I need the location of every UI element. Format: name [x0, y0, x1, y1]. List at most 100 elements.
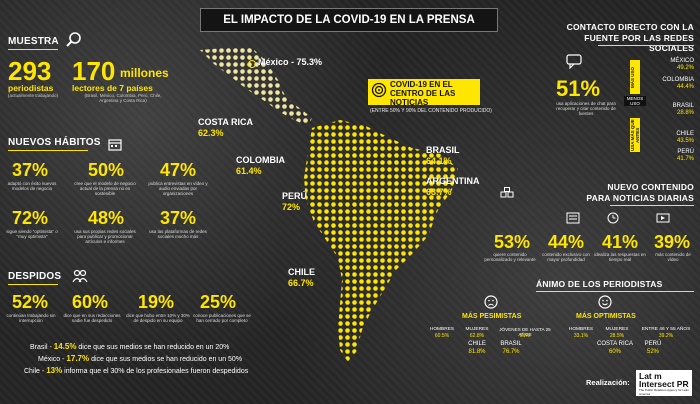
despido-text: conoce publicaciones que se han cerrado … — [193, 313, 251, 323]
animo-o-name: ENTRE 46 Y 55 AÑOS — [641, 327, 691, 332]
map-value-costa-rica: 62.3% — [198, 128, 224, 138]
habito-value: 47% — [160, 160, 197, 180]
animo-o-value: 33.1% — [573, 333, 589, 339]
habito-value: 48% — [88, 208, 125, 228]
mexico-text: México - 75.3% — [258, 57, 323, 67]
line-text: dice que sus medios se han reducido en u… — [91, 356, 243, 363]
map-mexico-shape — [200, 46, 312, 126]
dotted-map — [200, 46, 458, 362]
muestra-n2-unit: millones — [120, 66, 169, 80]
logo-line1: Lat m — [639, 371, 662, 381]
contacto-country-value: 44.4% — [676, 84, 694, 90]
despido-value: 52% — [12, 292, 49, 312]
optimistas-label: MÁS OPTIMISTAS — [576, 313, 636, 320]
animo-p-name: JÓVENES DE HASTA 25 AÑOS — [499, 327, 551, 337]
contenido-heading-1: NUEVO CONTENIDO — [607, 182, 694, 192]
mas-uso-bar: MÁS USO — [630, 60, 640, 94]
line-value: 13% — [46, 366, 63, 375]
animo-o-value: 39.2% — [658, 333, 674, 339]
contacto-country: COLOMBIA — [662, 77, 694, 83]
habito-value: 50% — [88, 160, 125, 180]
sad-face-icon — [484, 295, 498, 309]
map-value-colombia: 61.4% — [236, 166, 262, 176]
contacto-value: 51% — [556, 76, 601, 101]
cubes-icon — [500, 186, 514, 198]
animo-p-name: BRASIL — [500, 341, 522, 347]
map-value-chile: 66.7% — [288, 278, 314, 288]
pin-mexico — [248, 60, 256, 68]
habito-text: usa las plataformas de redes sociales mu… — [149, 229, 207, 239]
covid-center-box: COVID-19 EN EL CENTRO DE LAS NOTICIAS — [368, 79, 480, 107]
clock-icon — [606, 211, 620, 224]
line-value: 17.7% — [66, 354, 90, 363]
page-title: EL IMPACTO DE LA COVID-19 EN LA PRENSA — [200, 8, 498, 32]
despido-value: 19% — [138, 292, 175, 312]
contacto-country: PERÚ — [677, 149, 694, 155]
animo-p-value: 60.5% — [434, 333, 450, 339]
animo-o-name: HOMBRES — [568, 327, 594, 332]
despido-line-brasil: Brasil - 14.5% dice que sus medios se ha… — [30, 342, 230, 351]
contacto-heading-2: FUENTE POR LAS REDES SOCIALES — [584, 33, 694, 53]
logo-tagline: The Public Relations Agency for Latin Am… — [639, 388, 689, 396]
animo-p-name: CHILE — [468, 341, 486, 347]
contenido-text: contenido exclusivo con mayor profundida… — [542, 252, 590, 262]
animo-p-value: 76.7% — [502, 349, 520, 355]
video-icon — [656, 211, 670, 223]
contacto-country-value: 41.7% — [676, 156, 694, 162]
habito-value: 72% — [12, 208, 49, 228]
calendar-icon — [108, 138, 122, 151]
contenido-text: quiere contenido personalizado y relevan… — [484, 252, 536, 262]
happy-face-icon — [598, 295, 612, 309]
contenido-heading-2: PARA NOTICIAS DIARIAS — [586, 193, 694, 203]
magnifier-icon — [66, 32, 81, 47]
habito-text: usa sus propias redes sociales para publ… — [74, 229, 136, 244]
realizacion-label: Realización: — [586, 378, 630, 387]
despidos-divider — [8, 284, 58, 285]
muestra-n2-label: lectores de 7 países — [72, 83, 153, 93]
map-label-colombia: COLOMBIA — [236, 155, 285, 165]
map-label-brasil: BRASIL — [426, 145, 460, 155]
animo-p-name: MUJERES — [465, 327, 489, 332]
muestra-n1: 293 — [8, 56, 52, 86]
animo-o-name: COSTA RICA — [597, 341, 633, 347]
line-text: dice que sus medios se han reducido en u… — [78, 344, 230, 351]
animo-p-value: 62.8% — [469, 333, 485, 339]
logo-line2: Intersect PR — [639, 379, 689, 389]
muestra-n1-label: periodistas — [8, 83, 54, 93]
line-country: México — [38, 356, 61, 363]
chat-icon — [566, 54, 582, 70]
despido-text: dice que hubo entre 10% y 30% de despido… — [126, 313, 190, 323]
contenido-value: 39% — [654, 232, 691, 252]
people-icon — [72, 269, 88, 283]
contacto-country: MÉXICO — [670, 58, 694, 64]
contenido-value: 41% — [602, 232, 639, 252]
animo-o-value: 52% — [646, 349, 659, 355]
map-label-argentina: ARGENTINA — [426, 176, 480, 186]
line-value: 14.5% — [53, 342, 77, 351]
habitos-heading: NUEVOS HÁBITOS — [8, 137, 101, 148]
contacto-divider — [598, 45, 694, 46]
pesimistas-label: MÁS PESIMISTAS — [462, 313, 522, 320]
habito-value: 37% — [12, 160, 49, 180]
animo-o-value: 60% — [608, 349, 621, 355]
despidos-heading: DESPIDOS — [8, 271, 62, 282]
habito-text: cree que el modelo de negocio actual de … — [74, 181, 136, 196]
contenido-text: idealiza las respuestas en tiempo real — [594, 252, 646, 262]
latam-intersect-logo: Lat m Intersect PR The Public Relations … — [636, 370, 692, 396]
despido-line-mexico: México - 17.7% dice que sus medios se ha… — [38, 354, 243, 363]
contacto-text: usa aplicaciones de chat para recuperar … — [556, 101, 616, 116]
contenido-value: 44% — [548, 232, 585, 252]
map-value-argentina: 63.7% — [426, 187, 452, 197]
contenido-text: más contenido de vídeo — [655, 252, 691, 262]
despido-value: 60% — [72, 292, 109, 312]
line-text: informa que el 30% de los profesionales … — [64, 368, 249, 375]
animo-o-value: 28.5% — [609, 333, 625, 339]
animo-o-name: PERÚ — [644, 341, 662, 347]
muestra-heading: MUESTRA — [8, 36, 59, 47]
map-value-brasil: 64.1% — [426, 156, 452, 166]
map-label-peru: PERÚ — [282, 191, 308, 201]
contenido-divider — [610, 205, 694, 206]
map-label-costa-rica: COSTA RICA — [198, 117, 253, 127]
center-line1: COVID-19 EN EL — [390, 80, 453, 89]
